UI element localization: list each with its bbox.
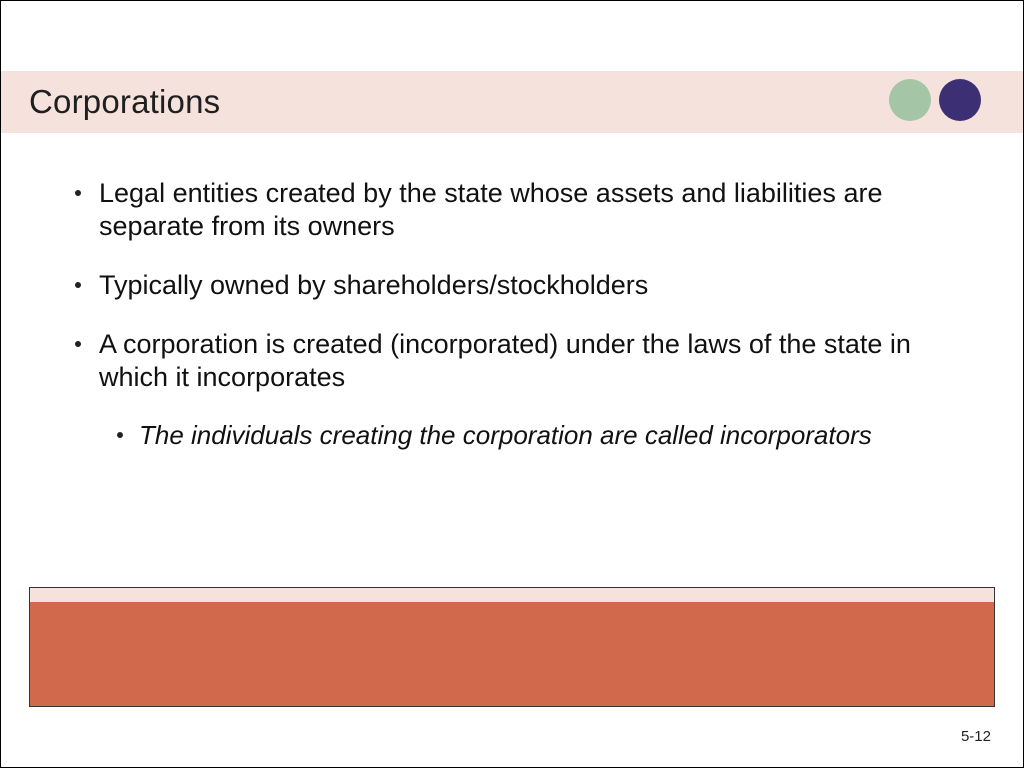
sub-bullet-item: The individuals creating the corporation… [117, 420, 963, 452]
footer-block [29, 587, 995, 707]
body-content: Legal entities created by the state whos… [75, 177, 963, 451]
footer-stripe-main [30, 602, 994, 706]
decorative-circles [889, 79, 981, 121]
slide: Corporations Legal entities created by t… [0, 0, 1024, 768]
page-number: 5-12 [961, 728, 991, 745]
bullet-text: Legal entities created by the state whos… [99, 177, 963, 243]
bullet-item: Legal entities created by the state whos… [75, 177, 963, 243]
title-bar: Corporations [1, 71, 1023, 133]
bullet-item: A corporation is created (incorporated) … [75, 328, 963, 394]
bullet-dot-icon [75, 282, 81, 288]
bullet-text: Typically owned by shareholders/stockhol… [99, 269, 648, 302]
bullet-dot-icon [75, 341, 81, 347]
bullet-dot-icon [75, 190, 81, 196]
sub-bullet-text: The individuals creating the corporation… [139, 420, 872, 452]
bullet-dot-icon [117, 432, 123, 438]
footer-stripe-top [30, 588, 994, 602]
slide-title: Corporations [29, 83, 220, 121]
circle-left-icon [889, 79, 931, 121]
bullet-item: Typically owned by shareholders/stockhol… [75, 269, 963, 302]
circle-right-icon [939, 79, 981, 121]
bullet-text: A corporation is created (incorporated) … [99, 328, 963, 394]
